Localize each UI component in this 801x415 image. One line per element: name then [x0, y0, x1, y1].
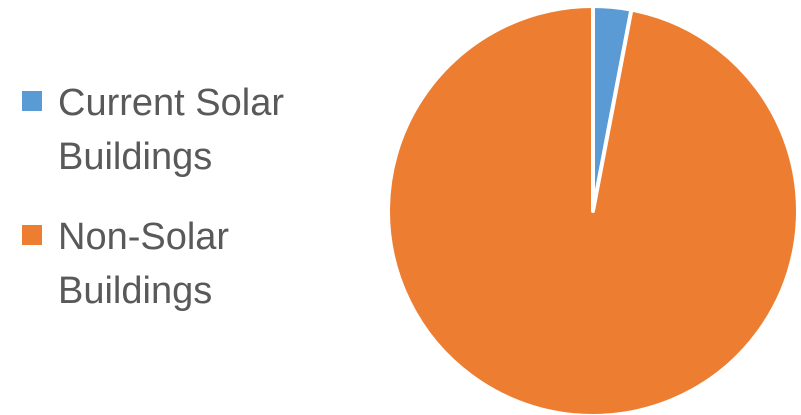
- legend-item-current-solar: Current Solar Buildings: [22, 76, 362, 184]
- legend-swatch-non-solar: [22, 225, 42, 245]
- pie-slices: [386, 4, 800, 415]
- legend-label-non-solar: Non-Solar Buildings: [58, 216, 230, 312]
- legend-swatch-current-solar: [22, 91, 42, 111]
- chart-legend: Current Solar Buildings Non-Solar Buildi…: [22, 76, 362, 344]
- pie-slice-non-solar: [386, 4, 800, 415]
- legend-item-non-solar: Non-Solar Buildings: [22, 210, 362, 318]
- legend-label-current-solar: Current Solar Buildings: [58, 82, 284, 178]
